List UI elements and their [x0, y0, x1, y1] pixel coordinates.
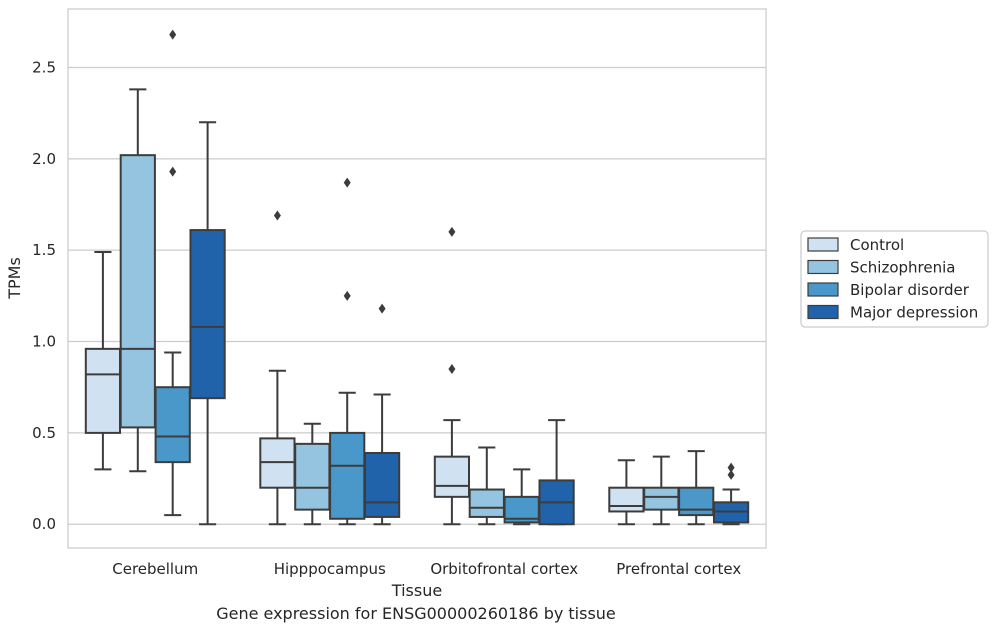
legend-item[interactable]: Control	[807, 236, 904, 254]
legend-swatch	[807, 237, 839, 252]
iqr-box	[154, 386, 191, 464]
legend-item[interactable]: Schizophrenia	[807, 259, 955, 277]
box-major-depression	[712, 462, 750, 526]
iqr-box	[189, 229, 226, 400]
legend-item[interactable]: Bipolar disorder	[807, 281, 970, 299]
figure-caption: Gene expression for ENSG00000260186 by t…	[216, 604, 616, 623]
box-control	[84, 251, 122, 471]
iqr-box	[329, 431, 366, 520]
x-tick-label: Cerebellum	[112, 560, 198, 578]
iqr-box	[678, 486, 715, 517]
box-bipolar-disorder	[503, 468, 540, 526]
outlier-point	[169, 166, 177, 177]
y-axis-label: TPMs	[5, 257, 24, 300]
box-bipolar-disorder	[154, 29, 191, 517]
legend-box	[800, 230, 989, 328]
box-bipolar-disorder	[329, 177, 366, 526]
box-schizophrenia	[294, 422, 331, 526]
legend-label: Control	[850, 236, 904, 254]
iqr-box	[363, 451, 401, 518]
x-tick-label: Orbitofrontal cortex	[430, 560, 578, 578]
legend-swatch	[807, 304, 839, 320]
legend[interactable]: Control Schizophrenia Bipolar disorder Majo…	[800, 230, 989, 328]
axes: 0.0 0.5 1.0 1.5 2.0 2.5 Cerebellum Hipppocampus…	[32, 58, 741, 578]
y-tick-label: 0.0	[32, 515, 56, 533]
outlier-point	[727, 462, 735, 473]
legend-label: Bipolar disorder	[850, 281, 970, 299]
legend-item[interactable]: Major depression	[807, 304, 978, 322]
box-schizophrenia	[643, 455, 680, 526]
legend-label: Schizophrenia	[850, 259, 955, 277]
iqr-box	[608, 486, 645, 513]
iqr-box	[468, 488, 505, 518]
y-tick-label: 1.0	[32, 333, 56, 351]
outlier-point	[169, 29, 177, 40]
legend-swatch	[807, 282, 839, 297]
iqr-box	[294, 442, 331, 511]
legend-label: Major depression	[850, 304, 978, 322]
box-schizophrenia	[119, 88, 156, 473]
outlier-point	[448, 226, 456, 237]
box-control	[433, 226, 471, 526]
box-plots	[84, 29, 750, 526]
box-bipolar-disorder	[678, 450, 715, 526]
box-control	[259, 210, 296, 526]
outlier-point	[378, 303, 386, 314]
iqr-box	[643, 486, 680, 511]
x-axis-label: Tissue	[391, 581, 442, 600]
y-tick-label: 0.5	[32, 424, 56, 442]
iqr-box	[84, 347, 122, 434]
outlier-point	[727, 469, 735, 480]
box-major-depression	[189, 121, 226, 526]
box-major-depression	[538, 419, 575, 526]
outlier-point	[273, 210, 281, 221]
outlier-point	[343, 177, 351, 188]
iqr-box	[433, 455, 471, 498]
x-tick-label: Prefrontal cortex	[616, 560, 741, 578]
outlier-point	[448, 363, 456, 374]
y-tick-label: 2.5	[32, 58, 56, 76]
y-tick-label: 2.0	[32, 150, 56, 168]
outlier-point	[343, 290, 351, 301]
box-major-depression	[363, 303, 401, 526]
box-control	[608, 459, 645, 526]
legend-swatch	[807, 259, 839, 275]
iqr-box	[119, 154, 156, 429]
box-schizophrenia	[468, 446, 505, 526]
plot-frame	[67, 8, 767, 549]
x-tick-label: Hipppocampus	[274, 560, 386, 578]
y-tick-label: 1.5	[32, 241, 56, 259]
